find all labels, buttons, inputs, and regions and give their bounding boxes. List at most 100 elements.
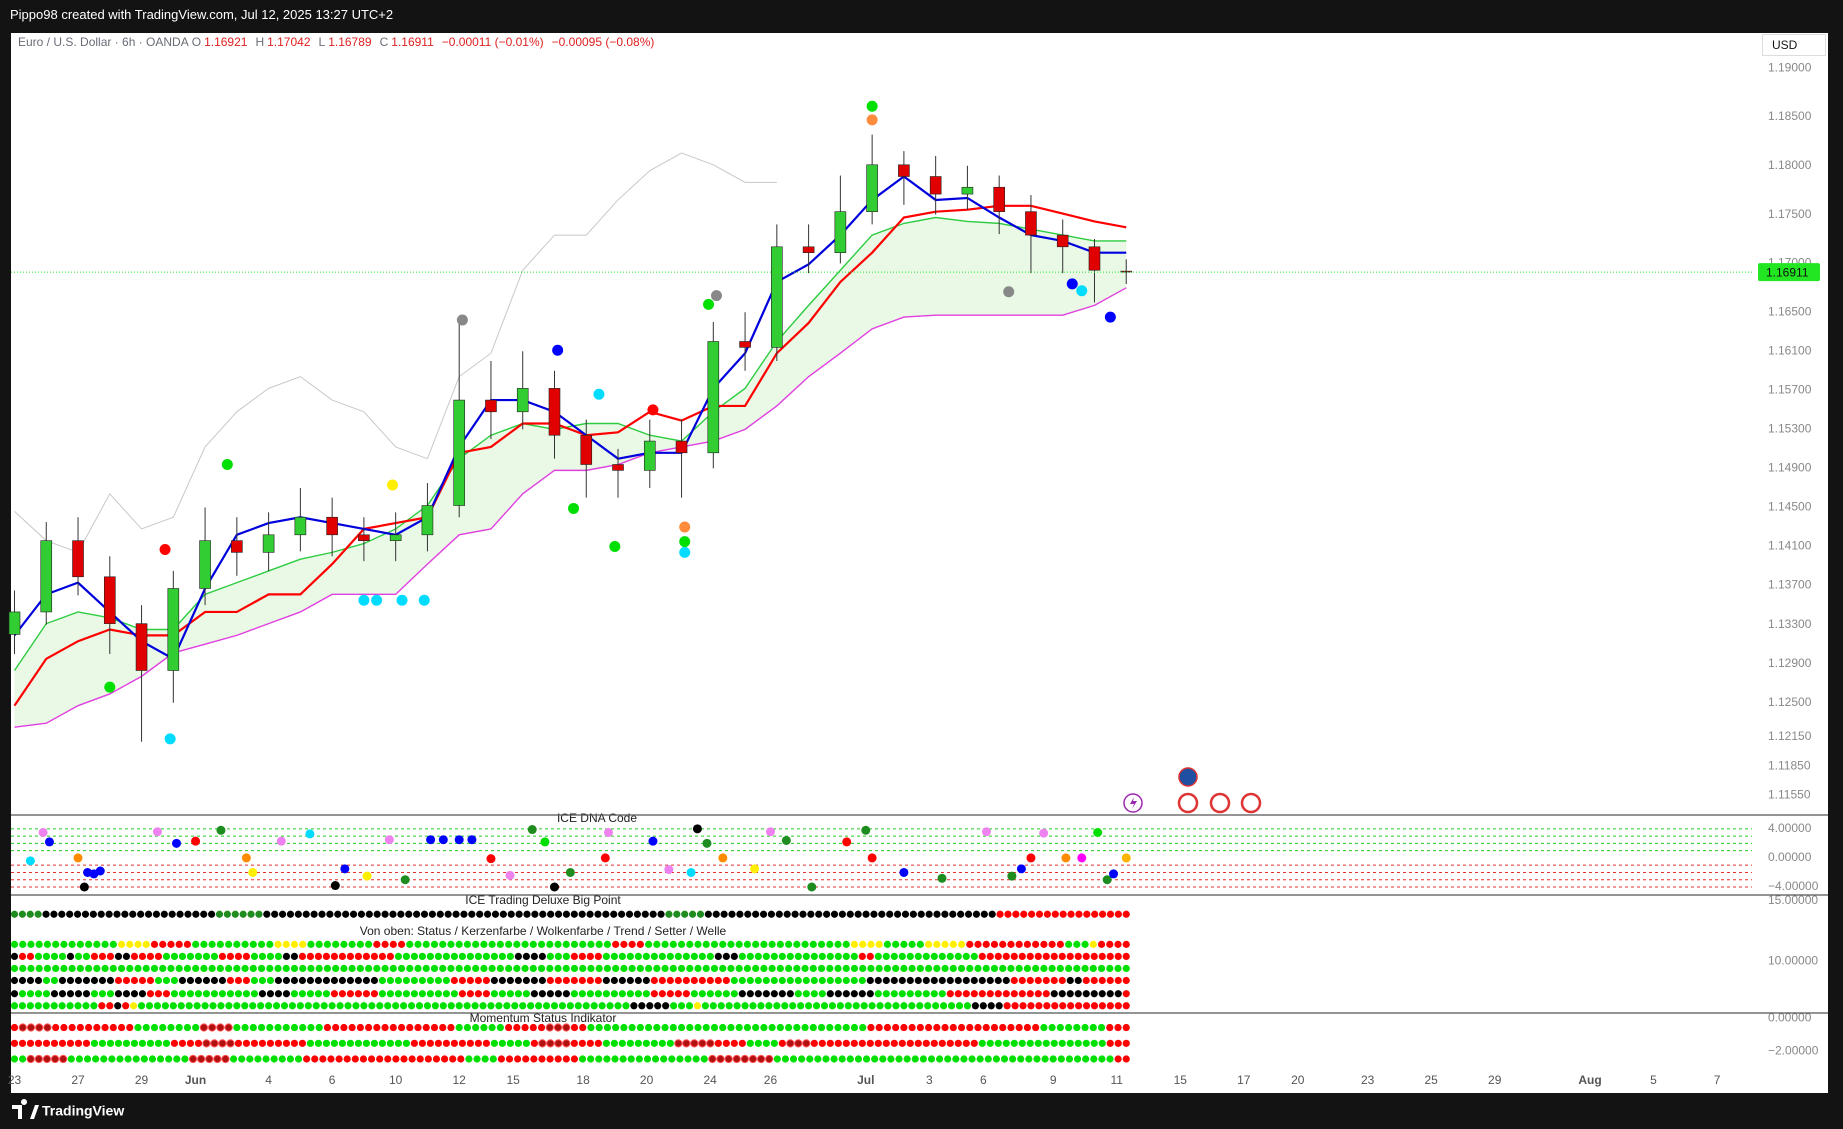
status-dot bbox=[994, 990, 1002, 998]
status-dot bbox=[578, 990, 586, 998]
status-dot bbox=[468, 910, 476, 918]
currency-button[interactable]: USD bbox=[1762, 34, 1826, 56]
candle-body bbox=[453, 399, 465, 506]
status-dot bbox=[1034, 990, 1042, 998]
status-dot bbox=[1106, 952, 1114, 961]
status-dot bbox=[318, 910, 326, 918]
status-dot bbox=[474, 976, 482, 985]
status-dot bbox=[266, 976, 275, 985]
status-dot bbox=[76, 940, 84, 948]
status-dot bbox=[807, 910, 815, 918]
status-dot bbox=[1058, 952, 1066, 961]
status-dot bbox=[487, 1002, 495, 1010]
status-dot bbox=[154, 976, 163, 985]
status-dot bbox=[578, 1039, 586, 1047]
status-dot bbox=[258, 976, 267, 985]
status-dot bbox=[348, 964, 356, 973]
signal-marker bbox=[593, 388, 605, 400]
x-tick-label: 6 bbox=[329, 1073, 336, 1087]
status-dot bbox=[778, 952, 786, 961]
status-dot bbox=[505, 940, 513, 948]
status-dot bbox=[1018, 976, 1026, 985]
status-dot bbox=[890, 952, 898, 961]
status-dot bbox=[1089, 940, 1097, 948]
status-dot bbox=[1075, 910, 1083, 918]
status-dot bbox=[162, 952, 171, 961]
status-dot bbox=[226, 1039, 235, 1048]
status-dot bbox=[602, 910, 610, 918]
status-dot bbox=[326, 910, 334, 918]
status-dot bbox=[773, 1002, 781, 1010]
status-dot bbox=[521, 964, 529, 973]
status-dot bbox=[1066, 952, 1074, 961]
status-dot bbox=[930, 976, 938, 985]
status-dot bbox=[752, 940, 760, 948]
status-dot bbox=[188, 1054, 198, 1064]
status-dot bbox=[781, 1055, 790, 1063]
status-dot bbox=[106, 952, 115, 961]
status-dot bbox=[1003, 1002, 1011, 1010]
status-dot bbox=[974, 940, 982, 948]
status-dot bbox=[271, 910, 279, 918]
status-dot bbox=[1051, 910, 1059, 918]
status-dot bbox=[706, 1039, 715, 1048]
candle-body bbox=[771, 246, 783, 348]
status-dot bbox=[483, 910, 492, 918]
pane-subtitle: Von oben: Status / Kerzenfarbe / Wolkenf… bbox=[360, 924, 727, 938]
signal-marker bbox=[164, 733, 176, 745]
status-dot bbox=[26, 1002, 34, 1010]
status-dot bbox=[850, 1023, 859, 1032]
status-dot bbox=[18, 910, 26, 918]
status-dot bbox=[802, 990, 810, 998]
status-dot bbox=[359, 1055, 368, 1063]
status-dot bbox=[314, 1039, 323, 1047]
status-dot bbox=[373, 910, 381, 918]
status-dot bbox=[826, 1039, 834, 1047]
status-dot bbox=[773, 1055, 781, 1063]
status-dot bbox=[418, 1039, 427, 1047]
status-dot bbox=[614, 1002, 622, 1010]
status-dot bbox=[875, 940, 883, 948]
status-dot bbox=[529, 940, 537, 948]
status-dot bbox=[323, 940, 332, 948]
event-icon[interactable] bbox=[1178, 767, 1198, 787]
status-dot bbox=[314, 952, 323, 961]
event-icon[interactable] bbox=[1177, 792, 1199, 814]
event-icon[interactable] bbox=[1209, 792, 1231, 814]
y-tick-label: 1.13300 bbox=[1768, 617, 1812, 631]
status-dot bbox=[489, 1055, 497, 1063]
status-dot bbox=[1049, 1055, 1057, 1063]
status-dot bbox=[225, 964, 233, 973]
status-dot bbox=[34, 990, 43, 998]
status-dot bbox=[224, 1023, 233, 1032]
status-dot bbox=[60, 1023, 68, 1032]
status-dot bbox=[842, 940, 850, 948]
candle-body bbox=[167, 588, 180, 671]
status-dot bbox=[210, 1039, 219, 1048]
status-dot bbox=[225, 940, 233, 948]
status-dot bbox=[1015, 964, 1023, 973]
status-dot bbox=[634, 952, 642, 961]
event-icon[interactable] bbox=[1240, 792, 1262, 814]
status-dot bbox=[719, 964, 727, 973]
status-dot bbox=[546, 952, 554, 961]
status-dot bbox=[43, 964, 52, 973]
status-dot bbox=[595, 940, 603, 948]
status-dot bbox=[587, 964, 595, 973]
status-dot bbox=[66, 976, 75, 985]
status-dot bbox=[210, 990, 219, 998]
status-dot bbox=[1040, 964, 1048, 973]
status-dot bbox=[338, 1039, 347, 1047]
status-dot bbox=[990, 940, 999, 948]
status-dot bbox=[26, 976, 35, 985]
status-dot bbox=[730, 976, 738, 985]
status-dot bbox=[496, 940, 504, 948]
status-dot bbox=[770, 976, 778, 985]
status-dot bbox=[722, 990, 730, 998]
status-dot bbox=[18, 990, 27, 998]
status-dot bbox=[183, 940, 192, 948]
status-dot bbox=[633, 910, 641, 918]
status-dot bbox=[1106, 976, 1114, 985]
status-dot bbox=[249, 1002, 257, 1010]
status-dot bbox=[208, 940, 216, 948]
